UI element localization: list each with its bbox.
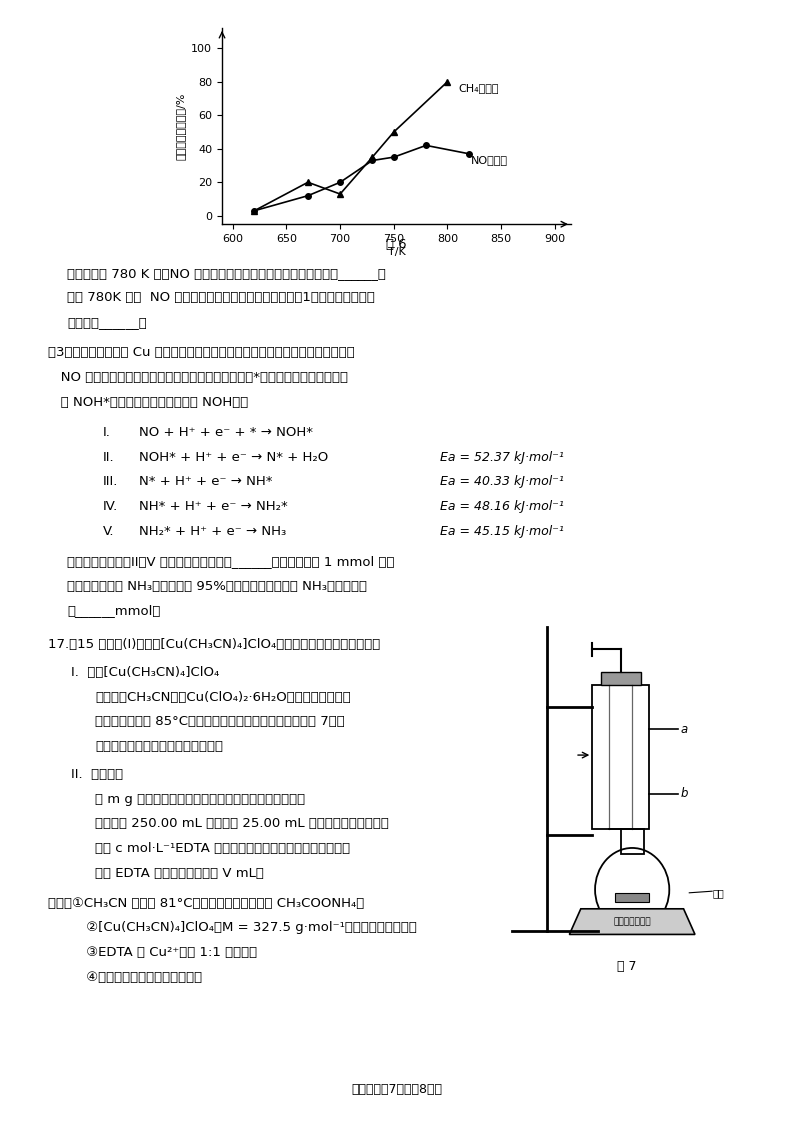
Text: 圆底烧瓶，控温 85°C、磁力搅拌，至反应完全（装置如图 7）。: 圆底烧瓶，控温 85°C、磁力搅拌，至反应完全（装置如图 7）。 — [95, 715, 345, 729]
Text: NO去除率: NO去除率 — [471, 156, 508, 166]
X-axis label: T/K: T/K — [388, 247, 405, 257]
Text: ②[Cu(CH₃CN)₄]ClO₄（M = 327.5 g·mol⁻¹）较易被空气氧化；: ②[Cu(CH₃CN)₄]ClO₄（M = 327.5 g·mol⁻¹）较易被空… — [48, 921, 416, 935]
Text: I.  制备[Cu(CH₃CN)₄]ClO₄: I. 制备[Cu(CH₃CN)₄]ClO₄ — [71, 666, 220, 679]
Bar — [621, 828, 644, 854]
Text: NH₂* + H⁺ + e⁻ → NH₃: NH₂* + H⁺ + e⁻ → NH₃ — [139, 525, 286, 538]
Text: 溶液配成 250.00 mL 溶液。取 25.00 mL 溶液，加入指示剂后，: 溶液配成 250.00 mL 溶液。取 25.00 mL 溶液，加入指示剂后， — [95, 817, 389, 831]
Text: ③EDTA 与 Cu²⁺形成 1:1 配合物；: ③EDTA 与 Cu²⁺形成 1:1 配合物； — [48, 946, 257, 960]
Polygon shape — [569, 909, 695, 935]
Text: NOH* + H⁺ + e⁻ → N* + H₂O: NOH* + H⁺ + e⁻ → N* + H₂O — [139, 451, 328, 464]
Text: Ea = 48.16 kJ·mol⁻¹: Ea = 48.16 kJ·mol⁻¹ — [440, 500, 564, 513]
Text: 高于 780K 时，  NO 的去除率随温度升高而降低，结合（1）的信息分析其可: 高于 780K 时， NO 的去除率随温度升高而降低，结合（1）的信息分析其可 — [67, 291, 375, 305]
Text: ④滴定需在弱碱性条件下进行。: ④滴定需在弱碱性条件下进行。 — [48, 971, 201, 984]
Text: V.: V. — [103, 525, 115, 538]
Text: I.: I. — [103, 426, 111, 439]
Text: 图 7: 图 7 — [617, 960, 636, 973]
Text: 能原因是______。: 能原因是______。 — [67, 316, 147, 330]
Text: N* + H⁺ + e⁻ → NH*: N* + H⁺ + e⁻ → NH* — [139, 475, 272, 489]
Text: 化学试题第7页（共8页）: 化学试题第7页（共8页） — [351, 1083, 442, 1096]
Text: NO 可能的转化机理及转化步骤的活化能分别如下（*表示催化剂表面吸附位，: NO 可能的转化机理及转化步骤的活化能分别如下（*表示催化剂表面吸附位， — [48, 371, 347, 385]
Text: III.: III. — [103, 475, 118, 489]
Text: 图 6: 图 6 — [386, 238, 407, 251]
Text: IV.: IV. — [103, 500, 118, 513]
Text: 磁子: 磁子 — [712, 888, 724, 898]
Text: NO + H⁺ + e⁻ + * → NOH*: NO + H⁺ + e⁻ + * → NOH* — [139, 426, 312, 439]
Text: 经一系列操作，得到白色固体产品。: 经一系列操作，得到白色固体产品。 — [95, 740, 223, 753]
Y-axis label: 转化率（去除率）/%: 转化率（去除率）/% — [176, 92, 186, 160]
Text: II.  纯度分析: II. 纯度分析 — [71, 768, 124, 781]
Text: II.: II. — [103, 451, 115, 464]
Bar — [615, 892, 649, 902]
Text: 控温磁力搅拌器: 控温磁力搅拌器 — [613, 917, 651, 926]
Bar — [601, 671, 641, 685]
Text: 流过，其中生成 NH₃的选择性为 95%，电解池阴极生成的 NH₃的物质的量: 流过，其中生成 NH₃的选择性为 95%，电解池阴极生成的 NH₃的物质的量 — [67, 580, 367, 593]
Text: Ea = 45.15 kJ·mol⁻¹: Ea = 45.15 kJ·mol⁻¹ — [440, 525, 564, 538]
Text: 如 NOH*表示吸附于催化剂表面的 NOH）。: 如 NOH*表示吸附于催化剂表面的 NOH）。 — [48, 396, 248, 409]
Text: 17.（15 分）铜(I)配合物[Cu(CH₃CN)₄]ClO₄的制备及纯度分析步骤如下。: 17.（15 分）铜(I)配合物[Cu(CH₃CN)₄]ClO₄的制备及纯度分析… — [48, 638, 380, 651]
Text: 已知：①CH₃CN 沸点为 81°C，酸性条件下遇水生成 CH₃COONH₄；: 已知：①CH₃CN 沸点为 81°C，酸性条件下遇水生成 CH₃COONH₄； — [48, 897, 364, 910]
Bar — [592, 685, 649, 828]
Text: 当温度低于 780 K 时，NO 的去除率随温度升高而升高，可能原因是______；: 当温度低于 780 K 时，NO 的去除率随温度升高而升高，可能原因是_____… — [67, 267, 386, 280]
Text: 将乙腈（CH₃CN）、Cu(ClO₄)₂·6H₂O、过量铜粉混合于: 将乙腈（CH₃CN）、Cu(ClO₄)₂·6H₂O、过量铜粉混合于 — [95, 691, 351, 704]
Text: 上述反应机理中，II～V 中速率最慢的步骤是______。若电路中有 1 mmol 电子: 上述反应机理中，II～V 中速率最慢的步骤是______。若电路中有 1 mmo… — [67, 555, 395, 568]
Text: 取 m g 产品完全溶解于足量浓硝酸中，再加水、醋酸钠: 取 m g 产品完全溶解于足量浓硝酸中，再加水、醋酸钠 — [95, 793, 305, 806]
Text: 为______mmol。: 为______mmol。 — [67, 604, 161, 618]
Text: 消耗 EDTA 溶液的平均体积为 V mL。: 消耗 EDTA 溶液的平均体积为 V mL。 — [95, 867, 264, 880]
Text: a: a — [680, 723, 688, 736]
Text: （3）中国科学家利用 Cu 催化剂实现电化学脱硝。通过理论计算推测电解池阴极上: （3）中国科学家利用 Cu 催化剂实现电化学脱硝。通过理论计算推测电解池阴极上 — [48, 346, 354, 360]
Text: NH* + H⁺ + e⁻ → NH₂*: NH* + H⁺ + e⁻ → NH₂* — [139, 500, 288, 513]
Text: Ea = 52.37 kJ·mol⁻¹: Ea = 52.37 kJ·mol⁻¹ — [440, 451, 564, 464]
Text: Ea = 40.33 kJ·mol⁻¹: Ea = 40.33 kJ·mol⁻¹ — [440, 475, 564, 489]
Text: b: b — [680, 787, 688, 800]
Text: 再用 c mol·L⁻¹EDTA 标准溶液滴定至终点。平行滴定三次，: 再用 c mol·L⁻¹EDTA 标准溶液滴定至终点。平行滴定三次， — [95, 842, 351, 855]
Text: CH₄转化率: CH₄转化率 — [458, 83, 499, 93]
